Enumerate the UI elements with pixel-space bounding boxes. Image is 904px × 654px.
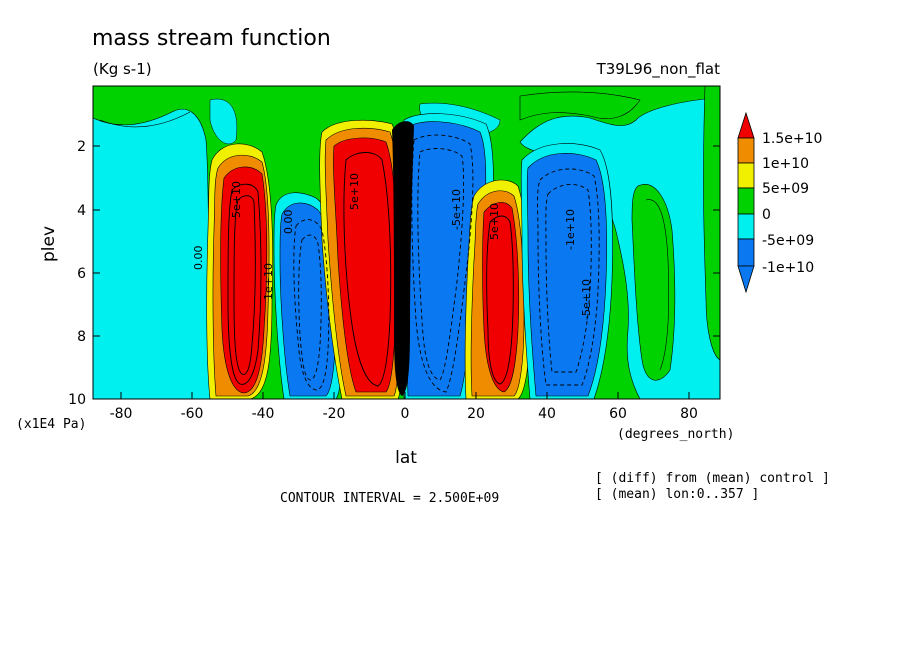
x-tick-labels: -80 -60 -40 -20 0 20 40 60 80 [110,406,698,422]
x-axis-unit: (degrees_north) [617,427,734,442]
y-tick-label: 4 [77,203,86,219]
x-axis-label: lat [395,448,417,468]
contour-label: 1e+10 [262,263,275,300]
chart-title: mass stream function [92,26,331,51]
colorbar-label: -1e+10 [762,260,814,276]
north-polar-green [631,184,676,381]
colorbar-swatch [737,187,755,215]
x-tick-label: 60 [609,406,627,422]
x-tick-label: 20 [467,406,485,422]
y-tick-label: 8 [77,329,86,345]
x-tick-label: 80 [680,406,698,422]
chart-units: (Kg s-1) [93,60,152,78]
contour-lines [99,111,670,393]
y-tick-labels: 2 4 6 8 10 [68,139,86,408]
contour-label: 0.00 [192,246,205,271]
x-tick-label: 40 [538,406,556,422]
contour-label: 5e+10 [230,181,243,218]
x-tick-label: -20 [323,406,346,422]
colorbar: 1.5e+10 1e+10 5e+09 0 -5e+09 -1e+10 [737,111,822,294]
plot-area [93,86,720,399]
cell-negative-north [520,143,613,399]
cell-positive-south [206,143,273,399]
x-axis [120,392,690,399]
contour-label: -1e+10 [564,209,577,250]
colorbar-swatch [737,238,755,267]
equator-band [392,121,414,396]
y-axis [93,145,720,337]
contour-interval: CONTOUR INTERVAL = 2.500E+09 [280,491,499,506]
colorbar-swatch [737,162,755,189]
contour-label: 0.00 [282,210,295,235]
colorbar-label: 0 [762,207,771,223]
colorbar-label: 1e+10 [762,156,809,172]
contour-labels: 0.00 5e+10 0.00 1e+10 5e+10 -5e+10 -1e+1… [192,173,593,320]
upper-gap-cyan-1 [209,98,238,145]
colorbar-swatch [737,213,755,240]
contour-label: 5e+10 [348,173,361,210]
note-mean: [ (mean) lon:0..357 ] [595,487,759,502]
y-tick-label: 2 [77,139,86,155]
y-tick-label: 10 [68,392,86,408]
x-tick-label: -40 [252,406,275,422]
colorbar-bottom-triangle [737,265,755,294]
x-tick-label: -60 [181,406,204,422]
run-label: T39L96_non_flat [596,60,721,79]
y-axis-unit: (x1E4 Pa) [16,417,86,432]
note-diff: [ (diff) from (mean) control ] [595,471,830,486]
north-upper-green [519,91,641,121]
y-tick-label: 6 [77,266,86,282]
colorbar-label: -5e+09 [762,233,814,249]
contour-label: -5e+10 [450,189,463,230]
contour-label: -5e+10 [580,279,593,320]
contour-label: 5e+10 [488,203,501,240]
y-axis-label: plev [39,226,59,262]
colorbar-top-triangle [737,111,755,139]
colorbar-label: 5e+09 [762,181,809,197]
x-tick-label: -80 [110,406,133,422]
plot-frame [92,85,721,400]
colorbar-swatch [737,137,755,164]
x-tick-label: 0 [401,406,410,422]
colorbar-label: 1.5e+10 [762,131,822,147]
north-pole-green [703,86,720,361]
